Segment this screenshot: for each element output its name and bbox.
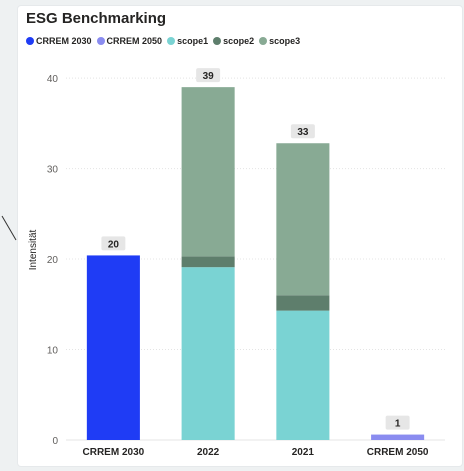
- x-tick-label: 2022: [197, 447, 220, 458]
- x-tick-label: 2021: [292, 447, 315, 458]
- data-label-box: [385, 415, 410, 430]
- bar-segment-crrem-2050: [371, 434, 425, 440]
- y-axis-label: Intensität: [28, 229, 39, 270]
- legend-swatch: [213, 37, 222, 45]
- data-label-box: [290, 124, 315, 139]
- legend-swatch: [96, 37, 105, 45]
- legend-label: scope2: [223, 36, 255, 46]
- legend-label: CRREM 2030: [36, 36, 92, 46]
- legend-swatch: [26, 37, 34, 45]
- bar-segment-scope2: [276, 295, 330, 311]
- legend-item-scope3[interactable]: scope3: [259, 36, 300, 46]
- bar-segment-scope3: [276, 143, 330, 296]
- resize-handle-line: [1, 215, 17, 241]
- legend-label: scope1: [177, 36, 209, 46]
- y-tick-label: 30: [47, 165, 59, 176]
- legend-swatch: [259, 37, 268, 45]
- y-tick-label: 20: [47, 255, 59, 266]
- legend-label: scope3: [269, 36, 301, 46]
- bar-segment-scope1: [276, 310, 330, 440]
- x-tick-label: CRREM 2030: [83, 447, 145, 458]
- y-tick-label: 0: [52, 436, 58, 447]
- legend-item-crrem-2030[interactable]: CRREM 2030: [26, 36, 92, 46]
- data-label: 1: [395, 419, 401, 430]
- bar-segment-scope1: [181, 267, 235, 440]
- legend-item-scope2[interactable]: scope2: [213, 36, 254, 46]
- bar-segment-scope3: [181, 87, 235, 257]
- chart-title: ESG Benchmarking: [26, 10, 167, 27]
- data-label: 33: [297, 127, 309, 138]
- data-label-box: [196, 68, 221, 83]
- legend-swatch: [167, 37, 176, 45]
- y-tick-label: 10: [47, 346, 59, 357]
- bar-segment-crrem-2030: [86, 255, 140, 440]
- legend-label: CRREM 2050: [106, 36, 163, 46]
- bar-segment-scope2: [181, 256, 235, 268]
- y-tick-label: 40: [47, 74, 59, 85]
- data-label-box: [101, 236, 126, 251]
- chart-legend: CRREM 2030 CRREM 2050 scope1 scope2 scope3: [26, 36, 300, 46]
- legend-item-scope1[interactable]: scope1: [167, 36, 208, 46]
- data-label: 39: [203, 71, 215, 82]
- legend-item-crrem-2050[interactable]: CRREM 2050: [96, 36, 163, 46]
- data-label: 20: [108, 239, 120, 250]
- x-tick-label: CRREM 2050: [367, 447, 429, 458]
